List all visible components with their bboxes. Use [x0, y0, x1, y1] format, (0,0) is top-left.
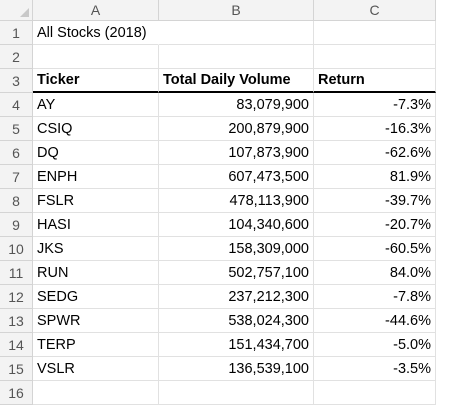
row-header[interactable]: 7 [0, 165, 33, 189]
header-return[interactable]: Return [314, 69, 436, 93]
grid-row: 1 All Stocks (2018) [0, 21, 436, 45]
volume-cell[interactable]: 107,873,900 [159, 141, 314, 165]
return-cell[interactable]: -60.5% [314, 237, 436, 261]
ticker-cell[interactable]: TERP [33, 333, 159, 357]
table-row: 11 RUN 502,757,100 84.0% [0, 261, 436, 285]
volume-cell[interactable]: 237,212,300 [159, 285, 314, 309]
ticker-cell[interactable]: SEDG [33, 285, 159, 309]
volume-cell[interactable]: 104,340,600 [159, 213, 314, 237]
return-cell[interactable]: -3.5% [314, 357, 436, 381]
row-header[interactable]: 2 [0, 45, 33, 69]
column-header-a[interactable]: A [33, 0, 159, 21]
table-row: 13 SPWR 538,024,300 -44.6% [0, 309, 436, 333]
header-total-daily-volume[interactable]: Total Daily Volume [159, 69, 314, 93]
cell-a16[interactable] [33, 381, 159, 405]
row-header[interactable]: 12 [0, 285, 33, 309]
cell-a2[interactable] [33, 45, 159, 69]
volume-cell[interactable]: 607,473,500 [159, 165, 314, 189]
row-header[interactable]: 10 [0, 237, 33, 261]
table-row: 12 SEDG 237,212,300 -7.8% [0, 285, 436, 309]
grid-row: 3 Ticker Total Daily Volume Return [0, 69, 436, 93]
cell-c2[interactable] [314, 45, 436, 69]
volume-cell[interactable]: 538,024,300 [159, 309, 314, 333]
return-cell[interactable]: -5.0% [314, 333, 436, 357]
data-rows: 4 AY 83,079,900 -7.3% 5 CSIQ 200,879,900 -16.3%… [0, 93, 436, 381]
ticker-cell[interactable]: DQ [33, 141, 159, 165]
row-header[interactable]: 8 [0, 189, 33, 213]
return-cell[interactable]: 81.9% [314, 165, 436, 189]
ticker-cell[interactable]: SPWR [33, 309, 159, 333]
cell-c16[interactable] [314, 381, 436, 405]
return-cell[interactable]: -44.6% [314, 309, 436, 333]
row-header[interactable]: 11 [0, 261, 33, 285]
ticker-cell[interactable]: HASI [33, 213, 159, 237]
return-cell[interactable]: -20.7% [314, 213, 436, 237]
row-header[interactable]: 15 [0, 357, 33, 381]
row-header[interactable]: 16 [0, 381, 33, 405]
select-all-icon [20, 8, 29, 17]
select-all-corner[interactable] [0, 0, 33, 21]
ticker-cell[interactable]: CSIQ [33, 117, 159, 141]
table-row: 4 AY 83,079,900 -7.3% [0, 93, 436, 117]
return-cell[interactable]: 84.0% [314, 261, 436, 285]
grid-rows: 1 All Stocks (2018) 2 3 Ticker Total Dai… [0, 21, 436, 405]
ticker-cell[interactable]: VSLR [33, 357, 159, 381]
table-row: 14 TERP 151,434,700 -5.0% [0, 333, 436, 357]
return-cell[interactable]: -16.3% [314, 117, 436, 141]
row-header[interactable]: 3 [0, 69, 33, 93]
table-row: 9 HASI 104,340,600 -20.7% [0, 213, 436, 237]
grid-row: 2 [0, 45, 436, 69]
cell-a1[interactable]: All Stocks (2018) [33, 21, 159, 45]
row-header[interactable]: 5 [0, 117, 33, 141]
row-header[interactable]: 9 [0, 213, 33, 237]
cell-b2[interactable] [159, 45, 314, 69]
table-row: 6 DQ 107,873,900 -62.6% [0, 141, 436, 165]
column-header-c[interactable]: C [314, 0, 436, 21]
volume-cell[interactable]: 200,879,900 [159, 117, 314, 141]
header-ticker[interactable]: Ticker [33, 69, 159, 93]
ticker-cell[interactable]: JKS [33, 237, 159, 261]
ticker-cell[interactable]: AY [33, 93, 159, 117]
return-cell[interactable]: -62.6% [314, 141, 436, 165]
row-header[interactable]: 4 [0, 93, 33, 117]
cell-c1[interactable] [314, 21, 436, 45]
return-cell[interactable]: -7.8% [314, 285, 436, 309]
row-header[interactable]: 14 [0, 333, 33, 357]
table-row: 10 JKS 158,309,000 -60.5% [0, 237, 436, 261]
volume-cell[interactable]: 136,539,100 [159, 357, 314, 381]
column-headers: A B C [33, 0, 436, 21]
volume-cell[interactable]: 158,309,000 [159, 237, 314, 261]
volume-cell[interactable]: 502,757,100 [159, 261, 314, 285]
table-row: 7 ENPH 607,473,500 81.9% [0, 165, 436, 189]
return-cell[interactable]: -7.3% [314, 93, 436, 117]
cell-b1[interactable] [159, 21, 314, 45]
ticker-cell[interactable]: FSLR [33, 189, 159, 213]
ticker-cell[interactable]: ENPH [33, 165, 159, 189]
ticker-cell[interactable]: RUN [33, 261, 159, 285]
volume-cell[interactable]: 151,434,700 [159, 333, 314, 357]
return-cell[interactable]: -39.7% [314, 189, 436, 213]
table-row: 5 CSIQ 200,879,900 -16.3% [0, 117, 436, 141]
row-header[interactable]: 6 [0, 141, 33, 165]
column-header-b[interactable]: B [159, 0, 314, 21]
cell-b16[interactable] [159, 381, 314, 405]
volume-cell[interactable]: 83,079,900 [159, 93, 314, 117]
row-header[interactable]: 13 [0, 309, 33, 333]
row-header[interactable]: 1 [0, 21, 33, 45]
table-row: 15 VSLR 136,539,100 -3.5% [0, 357, 436, 381]
grid-row: 16 [0, 381, 436, 405]
volume-cell[interactable]: 478,113,900 [159, 189, 314, 213]
table-row: 8 FSLR 478,113,900 -39.7% [0, 189, 436, 213]
